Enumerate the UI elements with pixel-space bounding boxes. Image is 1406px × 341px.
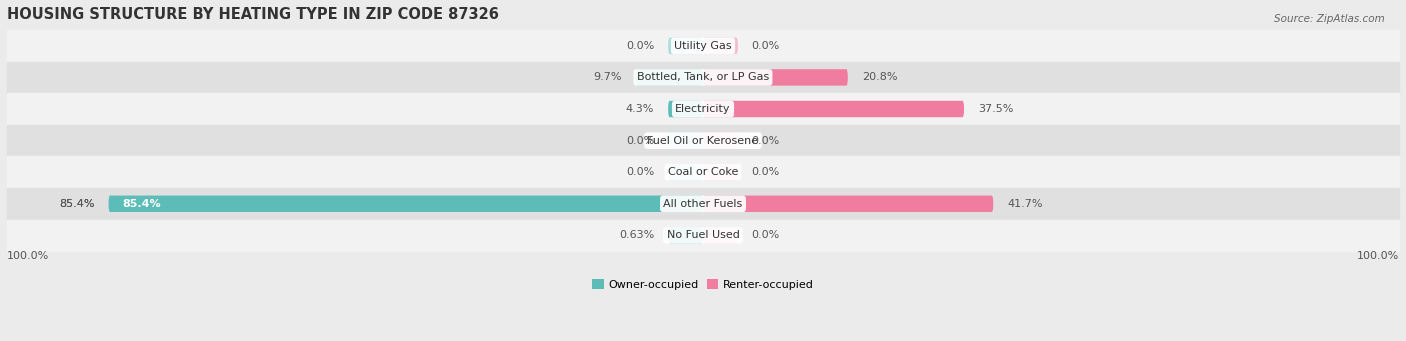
FancyBboxPatch shape: [668, 101, 703, 117]
FancyBboxPatch shape: [108, 196, 703, 212]
FancyBboxPatch shape: [636, 69, 703, 86]
Bar: [7, 157, 1399, 188]
Text: Source: ZipAtlas.com: Source: ZipAtlas.com: [1274, 14, 1385, 24]
Text: 0.63%: 0.63%: [619, 231, 654, 240]
Text: 85.4%: 85.4%: [122, 199, 162, 209]
FancyBboxPatch shape: [703, 38, 738, 54]
Text: Electricity: Electricity: [675, 104, 731, 114]
Bar: [7, 220, 1399, 251]
Text: 0.0%: 0.0%: [752, 41, 780, 51]
Text: 9.7%: 9.7%: [593, 72, 621, 83]
FancyBboxPatch shape: [668, 38, 703, 54]
Text: 0.0%: 0.0%: [752, 231, 780, 240]
FancyBboxPatch shape: [703, 196, 993, 212]
FancyBboxPatch shape: [703, 132, 738, 149]
Bar: [7, 30, 1399, 62]
Text: 0.0%: 0.0%: [626, 41, 654, 51]
FancyBboxPatch shape: [668, 132, 703, 149]
Text: 100.0%: 100.0%: [1357, 251, 1399, 261]
Bar: [7, 62, 1399, 93]
Text: 41.7%: 41.7%: [1007, 199, 1043, 209]
Text: All other Fuels: All other Fuels: [664, 199, 742, 209]
Text: 100.0%: 100.0%: [7, 251, 49, 261]
Bar: [7, 93, 1399, 125]
Text: 37.5%: 37.5%: [979, 104, 1014, 114]
Text: Fuel Oil or Kerosene: Fuel Oil or Kerosene: [647, 136, 759, 146]
Text: 0.0%: 0.0%: [626, 136, 654, 146]
Text: 0.0%: 0.0%: [752, 167, 780, 177]
FancyBboxPatch shape: [703, 101, 965, 117]
Text: No Fuel Used: No Fuel Used: [666, 231, 740, 240]
Text: 0.0%: 0.0%: [626, 167, 654, 177]
FancyBboxPatch shape: [668, 227, 703, 243]
Bar: [7, 125, 1399, 157]
Text: 0.0%: 0.0%: [752, 136, 780, 146]
Text: 20.8%: 20.8%: [862, 72, 897, 83]
Text: 4.3%: 4.3%: [626, 104, 654, 114]
Text: HOUSING STRUCTURE BY HEATING TYPE IN ZIP CODE 87326: HOUSING STRUCTURE BY HEATING TYPE IN ZIP…: [7, 7, 499, 22]
FancyBboxPatch shape: [703, 164, 738, 180]
FancyBboxPatch shape: [668, 164, 703, 180]
Text: 85.4%: 85.4%: [59, 199, 94, 209]
Text: Utility Gas: Utility Gas: [675, 41, 731, 51]
Bar: [7, 188, 1399, 220]
Text: Bottled, Tank, or LP Gas: Bottled, Tank, or LP Gas: [637, 72, 769, 83]
Text: Coal or Coke: Coal or Coke: [668, 167, 738, 177]
FancyBboxPatch shape: [703, 227, 738, 243]
Legend: Owner-occupied, Renter-occupied: Owner-occupied, Renter-occupied: [588, 275, 818, 294]
Text: 85.4%: 85.4%: [59, 199, 94, 209]
FancyBboxPatch shape: [703, 69, 848, 86]
